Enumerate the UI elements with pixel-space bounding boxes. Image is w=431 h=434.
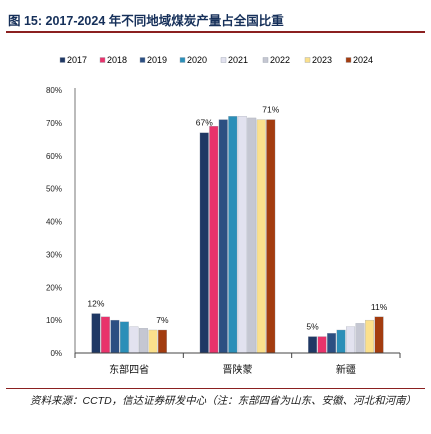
data-label: 12% bbox=[87, 299, 104, 309]
legend-swatch bbox=[304, 57, 311, 63]
data-labels: 12% 7% 67% 71% 5% 11% bbox=[87, 105, 387, 332]
legend-item-2024: 2024 bbox=[345, 55, 373, 65]
bar-2024-0 bbox=[157, 329, 167, 354]
bar-2024-1 bbox=[266, 119, 276, 354]
bar-2024-2 bbox=[374, 316, 384, 354]
legend-swatch bbox=[220, 57, 227, 63]
bar-2020-2 bbox=[336, 329, 346, 354]
legend-swatch bbox=[59, 57, 66, 63]
data-label: 5% bbox=[306, 322, 319, 332]
bar-2017-1 bbox=[199, 132, 209, 354]
legend-label: 2021 bbox=[228, 55, 248, 65]
legend-item-2022: 2022 bbox=[262, 55, 290, 65]
bar-2022-2 bbox=[355, 323, 365, 354]
bar-chart: 2017 2018 2019 2020 2021 2022 2023 2024 0% 10% 20… bbox=[46, 55, 401, 376]
bars bbox=[91, 116, 384, 354]
legend: 2017 2018 2019 2020 2021 2022 2023 2024 bbox=[59, 55, 373, 65]
bar-2019-2 bbox=[327, 333, 337, 354]
legend-label: 2018 bbox=[107, 55, 127, 65]
legend-label: 2017 bbox=[67, 55, 87, 65]
source-rule bbox=[6, 388, 425, 389]
legend-item-2019: 2019 bbox=[139, 55, 167, 65]
y-tick-label: 20% bbox=[46, 283, 62, 292]
legend-item-2018: 2018 bbox=[99, 55, 127, 65]
bar-2023-0 bbox=[148, 329, 158, 354]
legend-label: 2023 bbox=[312, 55, 332, 65]
x-category-label: 晋陕蒙 bbox=[223, 363, 253, 376]
bar-2018-0 bbox=[100, 316, 110, 354]
data-label: 71% bbox=[262, 105, 279, 115]
legend-swatch bbox=[262, 57, 269, 63]
legend-label: 2019 bbox=[147, 55, 167, 65]
legend-label: 2024 bbox=[353, 55, 373, 65]
figure-title: 图 15: 2017-2024 年不同地域煤炭产量占全国比重 bbox=[8, 14, 284, 28]
data-label: 7% bbox=[156, 315, 169, 325]
bar-2019-0 bbox=[110, 319, 120, 354]
bar-2022-0 bbox=[138, 328, 148, 354]
legend-swatch bbox=[179, 57, 186, 63]
y-tick-label: 50% bbox=[46, 185, 62, 194]
bar-2020-0 bbox=[119, 321, 129, 354]
bar-2023-2 bbox=[365, 319, 375, 354]
source-note: 资料来源：CCTD，信达证券研发中心（注：东部四省为山东、安徽、河北和河南） bbox=[30, 395, 417, 407]
bar-2021-1 bbox=[237, 116, 247, 354]
data-label: 11% bbox=[371, 302, 388, 312]
x-category-label: 东部四省 bbox=[109, 363, 149, 376]
legend-item-2017: 2017 bbox=[59, 55, 87, 65]
y-tick-label: 0% bbox=[50, 349, 62, 358]
bar-2023-1 bbox=[256, 119, 266, 354]
legend-item-2023: 2023 bbox=[304, 55, 332, 65]
legend-item-2020: 2020 bbox=[179, 55, 207, 65]
y-axis: 0% 10% 20% 30% 40% 50% 60% 70% 80% bbox=[46, 86, 76, 358]
y-tick-label: 70% bbox=[46, 119, 62, 128]
x-axis: 东部四省 晋陕蒙 新疆 bbox=[74, 352, 401, 376]
y-tick-label: 60% bbox=[46, 152, 62, 161]
bar-2020-1 bbox=[228, 116, 238, 354]
legend-swatch bbox=[345, 57, 352, 63]
legend-swatch bbox=[99, 57, 106, 63]
data-label: 67% bbox=[196, 118, 213, 128]
bar-2017-2 bbox=[308, 336, 318, 354]
y-tick-label: 10% bbox=[46, 316, 62, 325]
bar-2019-1 bbox=[218, 119, 228, 354]
title-rule bbox=[6, 31, 425, 33]
bar-2017-0 bbox=[91, 313, 101, 354]
bar-2018-2 bbox=[317, 336, 327, 354]
legend-swatch bbox=[139, 57, 146, 63]
x-category-label: 新疆 bbox=[336, 363, 356, 376]
bar-2021-0 bbox=[129, 326, 139, 354]
y-tick-label: 30% bbox=[46, 250, 62, 259]
bar-2022-1 bbox=[247, 117, 257, 354]
y-tick-label: 40% bbox=[46, 218, 62, 227]
bar-2018-1 bbox=[209, 126, 219, 354]
bar-2021-2 bbox=[346, 326, 356, 354]
legend-label: 2020 bbox=[187, 55, 207, 65]
legend-item-2021: 2021 bbox=[220, 55, 248, 65]
legend-label: 2022 bbox=[270, 55, 290, 65]
y-tick-label: 80% bbox=[46, 86, 62, 95]
